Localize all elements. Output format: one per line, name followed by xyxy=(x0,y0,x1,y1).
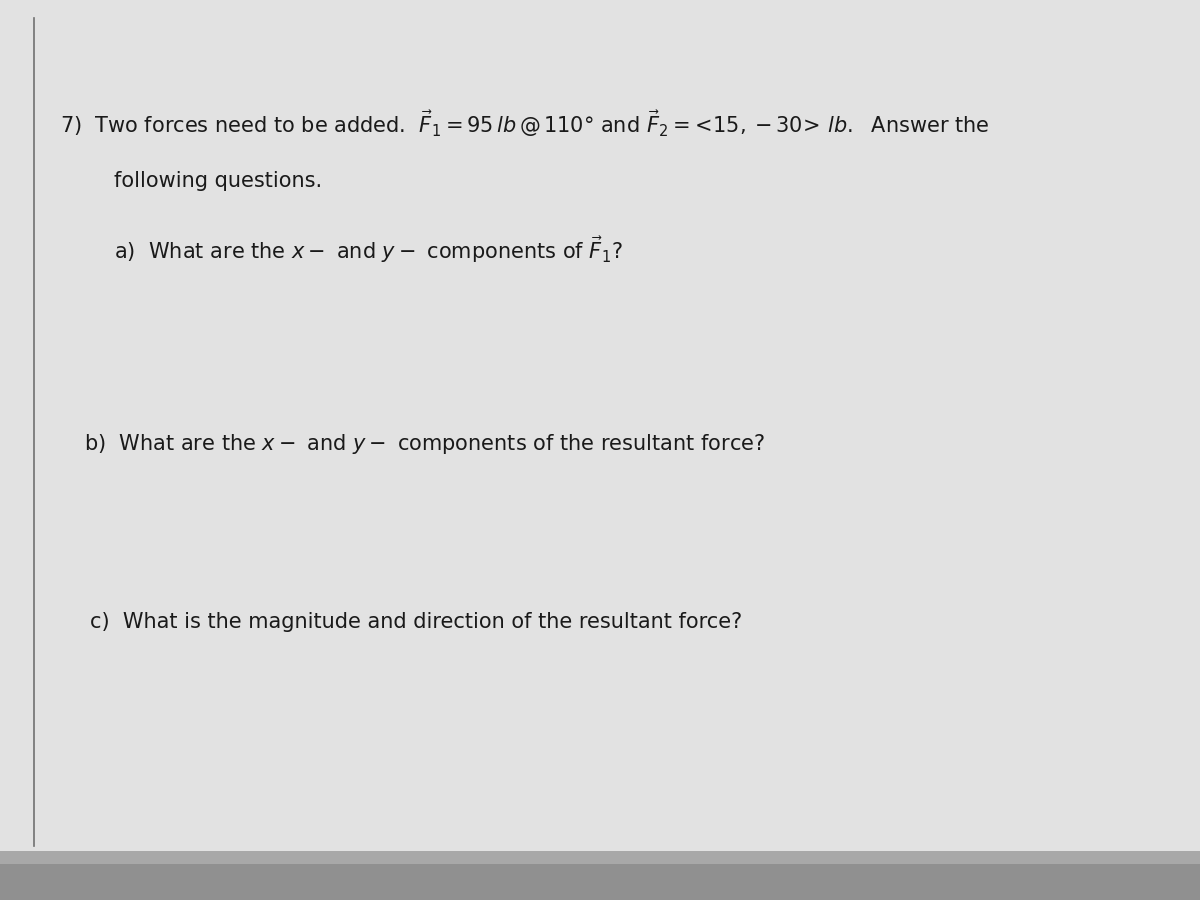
Bar xyxy=(0,864,1200,900)
Text: b)  What are the $x -$ and $y -$ components of the resultant force?: b) What are the $x -$ and $y -$ componen… xyxy=(84,432,766,456)
Text: following questions.: following questions. xyxy=(114,171,322,191)
Text: c)  What is the magnitude and direction of the resultant force?: c) What is the magnitude and direction o… xyxy=(90,612,743,632)
Text: a)  What are the $x -$ and $y -$ components of $\vec{F}_1$?: a) What are the $x -$ and $y -$ componen… xyxy=(114,234,623,265)
Text: 7)  Two forces need to be added.  $\vec{F}_1 = 95\,lb\,@\,110°$ and $\vec{F}_2 =: 7) Two forces need to be added. $\vec{F}… xyxy=(60,108,990,139)
